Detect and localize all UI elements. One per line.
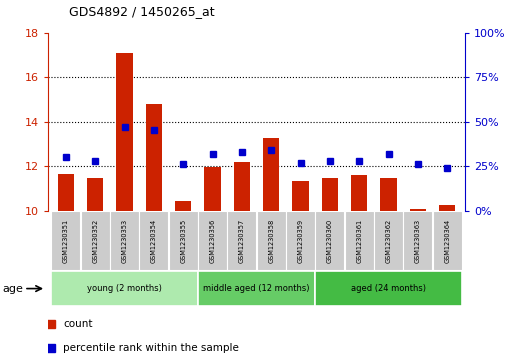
Bar xyxy=(169,211,198,270)
Text: GSM1230354: GSM1230354 xyxy=(151,219,157,262)
Bar xyxy=(51,271,198,306)
Bar xyxy=(315,211,344,270)
Bar xyxy=(293,180,309,211)
Bar xyxy=(228,211,257,270)
Text: GSM1230361: GSM1230361 xyxy=(356,219,362,262)
Bar xyxy=(410,209,426,211)
Text: GSM1230355: GSM1230355 xyxy=(180,219,186,262)
Bar xyxy=(139,211,168,270)
Bar xyxy=(175,200,192,211)
Bar xyxy=(433,211,462,270)
Bar xyxy=(315,271,462,306)
Bar xyxy=(257,211,285,270)
Bar xyxy=(198,211,227,270)
Text: aged (24 months): aged (24 months) xyxy=(351,284,426,293)
Bar xyxy=(351,175,367,211)
Text: GSM1230359: GSM1230359 xyxy=(298,219,304,262)
Text: GSM1230352: GSM1230352 xyxy=(92,219,98,262)
Bar xyxy=(439,205,455,211)
Bar xyxy=(322,178,338,211)
Text: GSM1230353: GSM1230353 xyxy=(121,219,128,262)
Text: GSM1230364: GSM1230364 xyxy=(444,219,450,262)
Bar xyxy=(345,211,374,270)
Bar xyxy=(110,211,139,270)
Text: young (2 months): young (2 months) xyxy=(87,284,162,293)
Bar xyxy=(403,211,432,270)
Bar xyxy=(234,162,250,211)
Text: GDS4892 / 1450265_at: GDS4892 / 1450265_at xyxy=(69,5,214,18)
Text: GSM1230356: GSM1230356 xyxy=(209,219,215,262)
Bar xyxy=(58,174,74,211)
Bar xyxy=(116,53,133,211)
Bar xyxy=(51,211,80,270)
Text: GSM1230357: GSM1230357 xyxy=(239,219,245,262)
Bar xyxy=(146,104,162,211)
Bar xyxy=(380,178,397,211)
Bar xyxy=(198,271,315,306)
Text: GSM1230360: GSM1230360 xyxy=(327,219,333,262)
Text: count: count xyxy=(64,319,93,329)
Text: GSM1230362: GSM1230362 xyxy=(386,219,392,262)
Bar xyxy=(81,211,110,270)
Text: middle aged (12 months): middle aged (12 months) xyxy=(203,284,310,293)
Text: GSM1230351: GSM1230351 xyxy=(63,219,69,262)
Bar xyxy=(204,167,220,211)
Bar xyxy=(286,211,315,270)
Bar xyxy=(87,178,103,211)
Text: age: age xyxy=(3,284,23,294)
Text: percentile rank within the sample: percentile rank within the sample xyxy=(64,343,239,352)
Bar xyxy=(374,211,403,270)
Text: GSM1230363: GSM1230363 xyxy=(415,219,421,262)
Text: GSM1230358: GSM1230358 xyxy=(268,219,274,262)
Bar xyxy=(263,138,279,211)
